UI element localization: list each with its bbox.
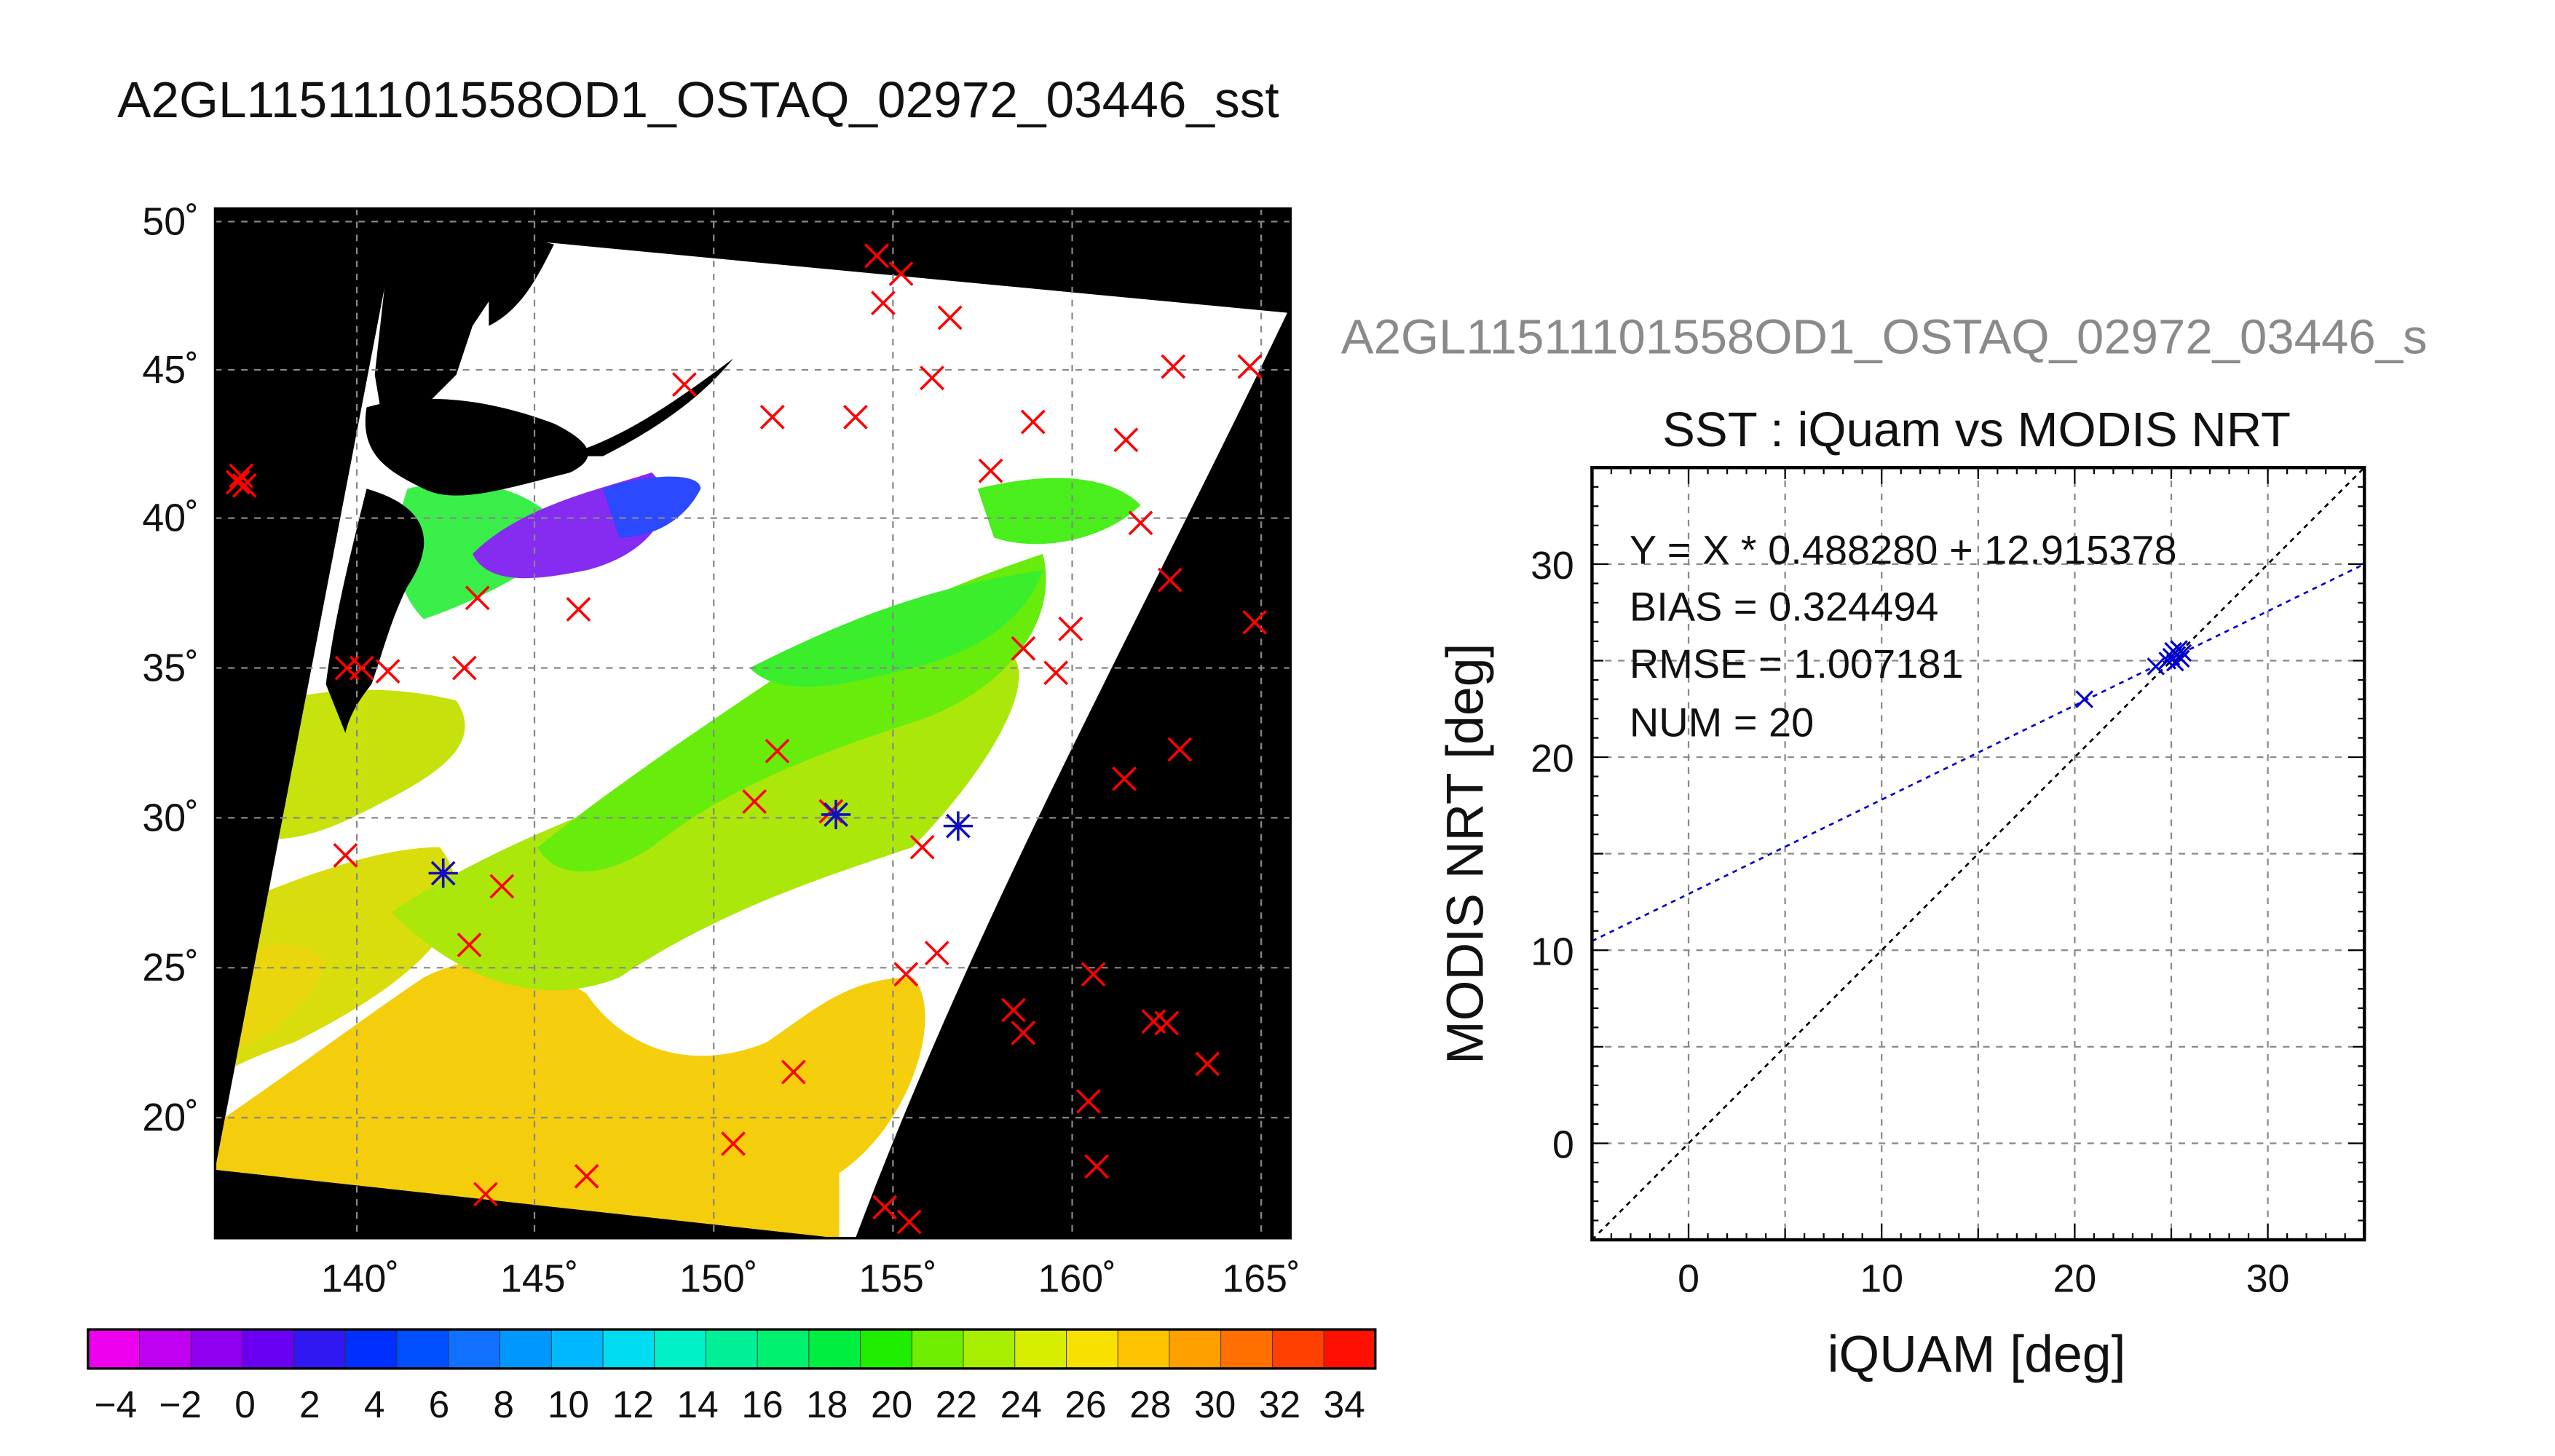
lat-tick-labels: 50˚ 45˚ 40˚ 35˚ 30˚ 25˚ 20˚ bbox=[142, 199, 199, 1139]
station-marker bbox=[1084, 1154, 1110, 1179]
station-marker bbox=[893, 962, 919, 987]
station-marker bbox=[457, 933, 482, 957]
matched-marker bbox=[943, 811, 974, 841]
station-marker bbox=[909, 834, 935, 860]
lat-tick-label: 35˚ bbox=[142, 646, 199, 689]
station-marker bbox=[765, 738, 790, 764]
station-marker bbox=[1113, 427, 1139, 453]
scatter-super-title: A2GL11511101558OD1_OSTAQ_02972_03446_s bbox=[1340, 311, 2428, 365]
station-marker bbox=[465, 585, 490, 611]
station-markers bbox=[225, 243, 1268, 1235]
station-marker bbox=[232, 472, 257, 498]
lat-tick-label: 45˚ bbox=[142, 348, 199, 392]
station-marker bbox=[888, 261, 914, 286]
figure: A2GL11511101558OD1_OSTAQ_02972_03446_sst… bbox=[87, 71, 2428, 1425]
station-marker bbox=[781, 1059, 806, 1085]
station-marker bbox=[349, 655, 374, 681]
station-marker bbox=[920, 365, 945, 391]
station-marker bbox=[225, 470, 250, 495]
station-marker bbox=[872, 1195, 898, 1220]
lat-tick-label: 25˚ bbox=[142, 946, 199, 989]
station-marker bbox=[671, 372, 697, 397]
sst-map: 140˚ 145˚ 150˚ 155˚ 160˚ 165˚ 50˚ 45˚ 40… bbox=[142, 199, 1300, 1301]
station-marker bbox=[1081, 962, 1106, 987]
station-marker bbox=[978, 458, 1003, 483]
station-marker bbox=[574, 1163, 599, 1189]
station-marker bbox=[473, 1182, 498, 1207]
station-marker bbox=[1237, 354, 1263, 379]
lat-tick-label: 20˚ bbox=[142, 1096, 199, 1139]
station-marker bbox=[842, 404, 868, 430]
station-marker bbox=[1058, 616, 1083, 641]
station-marker bbox=[566, 597, 591, 622]
map-frame bbox=[213, 207, 1292, 1240]
station-marker bbox=[1157, 567, 1182, 593]
station-marker bbox=[1128, 510, 1153, 536]
matched-marker bbox=[821, 799, 851, 830]
lon-tick-label: 150˚ bbox=[679, 1257, 757, 1301]
station-marker bbox=[1112, 766, 1137, 791]
station-marker bbox=[871, 290, 896, 316]
station-marker bbox=[896, 1209, 922, 1235]
station-marker bbox=[489, 874, 515, 899]
lon-tick-label: 140˚ bbox=[321, 1257, 399, 1301]
station-marker bbox=[333, 842, 358, 868]
station-marker bbox=[1167, 737, 1193, 762]
station-marker bbox=[721, 1131, 746, 1156]
station-marker bbox=[1043, 660, 1069, 686]
station-marker bbox=[1242, 609, 1268, 635]
matched-marker bbox=[428, 858, 458, 888]
lon-tick-label: 165˚ bbox=[1222, 1257, 1300, 1301]
station-marker bbox=[1001, 997, 1026, 1023]
station-marker bbox=[451, 655, 477, 681]
lon-tick-label: 145˚ bbox=[500, 1257, 578, 1301]
station-marker bbox=[1020, 409, 1046, 435]
station-marker bbox=[1195, 1051, 1220, 1077]
lat-tick-label: 50˚ bbox=[142, 199, 199, 243]
station-marker bbox=[1011, 636, 1036, 661]
lon-tick-label: 160˚ bbox=[1038, 1257, 1116, 1301]
station-marker bbox=[1154, 1010, 1180, 1036]
station-marker bbox=[375, 659, 400, 684]
lat-tick-label: 30˚ bbox=[142, 796, 199, 839]
station-marker bbox=[759, 404, 785, 430]
station-marker bbox=[864, 243, 889, 269]
lon-tick-labels: 140˚ 145˚ 150˚ 155˚ 160˚ 165˚ bbox=[321, 1257, 1300, 1301]
map-title: A2GL11511101558OD1_OSTAQ_02972_03446_sst bbox=[117, 71, 1279, 129]
matched-markers bbox=[428, 799, 974, 888]
station-marker bbox=[229, 463, 254, 488]
station-marker bbox=[1011, 1020, 1036, 1045]
lon-tick-label: 155˚ bbox=[858, 1257, 936, 1301]
station-marker bbox=[924, 941, 949, 966]
station-marker bbox=[1161, 354, 1186, 379]
station-marker bbox=[937, 305, 963, 331]
station-marker bbox=[742, 789, 767, 814]
station-marker bbox=[1075, 1088, 1101, 1114]
lat-tick-label: 40˚ bbox=[142, 496, 199, 540]
